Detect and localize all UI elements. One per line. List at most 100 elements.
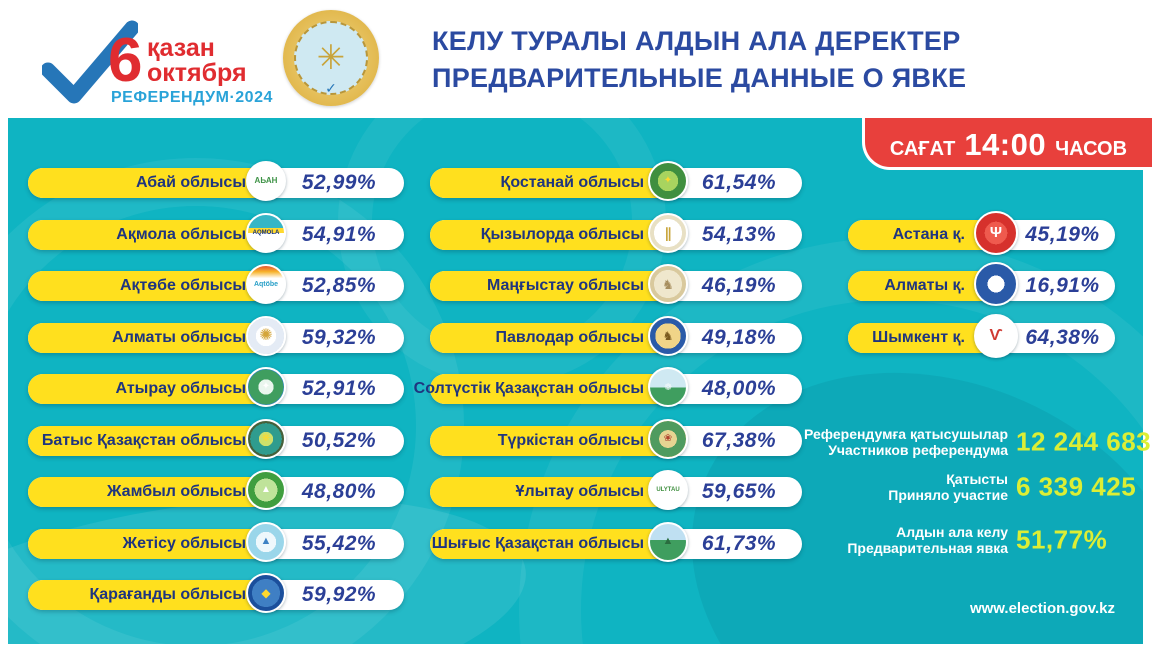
emblem-glyph: ♞ bbox=[662, 276, 674, 292]
emblem-glyph: ULYTAU bbox=[656, 487, 680, 493]
emblem-glyph: АЬАН bbox=[254, 176, 278, 185]
region-label: Абай облысы bbox=[135, 174, 246, 191]
region-pill bbox=[28, 322, 276, 353]
region-percent: 48,80% bbox=[301, 480, 377, 503]
stat-value: 51,77% bbox=[1016, 524, 1108, 555]
region-label: Астана қ. bbox=[892, 225, 965, 243]
region-emblem-icon: ▲ bbox=[246, 521, 286, 562]
header: 6 қазан октября РЕФЕРЕНДУМ·2024 ✳ ✓ КЕЛУ… bbox=[0, 0, 1152, 118]
region-emblem-icon: ❋ bbox=[246, 418, 286, 459]
time-badge-time: 14:00 bbox=[964, 127, 1047, 162]
region-row: Павлодар облысы ♞ 49,18% bbox=[430, 315, 802, 356]
region-label: Қызылорда облысы bbox=[480, 225, 644, 243]
region-emblem-icon: ∥ bbox=[648, 212, 688, 253]
region-row: Қостанай облысы ✦ 61,54% bbox=[430, 161, 802, 201]
region-percent: 49,18% bbox=[701, 325, 777, 349]
region-emblem-icon: AQMOLA bbox=[246, 212, 286, 253]
region-emblem-icon: Ѵ bbox=[974, 313, 1018, 358]
region-label: Алматы қ. bbox=[884, 277, 965, 294]
region-emblem-icon: Aqtöbe bbox=[246, 264, 286, 304]
region-percent: 59,65% bbox=[701, 480, 777, 503]
cec-check-icon: ✓ bbox=[325, 80, 337, 96]
logo-month-ru: октября bbox=[147, 59, 247, 87]
region-label: Батыс Қазақстан облысы bbox=[41, 431, 246, 449]
region-row: Батыс Қазақстан облысы ❋ 50,52% bbox=[28, 418, 404, 459]
stat-label-kk: Алдын ала келу bbox=[896, 523, 1008, 540]
stat-label: Референдумға қатысушылар Участников рефер… bbox=[804, 426, 1008, 458]
region-label: Маңғыстау облысы bbox=[486, 277, 644, 294]
region-row: Жамбыл облысы ▲ 48,80% bbox=[28, 470, 404, 510]
region-percent: 59,32% bbox=[301, 325, 377, 349]
emblem-glyph: ✺ bbox=[259, 326, 273, 344]
region-row: Түркістан облысы ❀ 67,38% bbox=[430, 418, 802, 459]
region-emblem-icon: АЬАН bbox=[246, 161, 286, 201]
emblem-glyph: AQMOLA bbox=[252, 229, 280, 236]
region-pill bbox=[430, 168, 676, 198]
emblem-glyph: Ψ bbox=[989, 224, 1003, 241]
region-pill bbox=[430, 271, 676, 301]
region-pill bbox=[28, 271, 276, 301]
region-emblem-icon: ❀ bbox=[648, 418, 688, 459]
region-pill bbox=[430, 477, 676, 507]
region-percent: 48,00% bbox=[701, 377, 777, 400]
region-emblem-icon: Ψ bbox=[974, 210, 1018, 255]
checkmark-icon bbox=[42, 20, 138, 104]
region-row: Ақтөбе облысы Aqtöbe 52,85% bbox=[28, 264, 404, 304]
stat-label-ru: Приняло участие bbox=[888, 487, 1008, 503]
emblem-glyph: ❀ bbox=[663, 432, 673, 444]
region-percent: 67,38% bbox=[701, 428, 777, 452]
region-percent: 59,92% bbox=[301, 583, 377, 606]
time-badge-suffix: ЧАСОВ bbox=[1055, 138, 1128, 160]
stat-value: 6 339 425 bbox=[1016, 471, 1137, 502]
cec-emblem-inner: ✳ ✓ bbox=[294, 21, 368, 95]
region-label: Солтүстік Қазақстан облысы bbox=[413, 380, 644, 397]
emblem-glyph: ∥ bbox=[664, 224, 672, 241]
region-label: Алматы облысы bbox=[112, 328, 246, 346]
region-percent: 64,38% bbox=[1025, 325, 1100, 349]
stat-row: Алдын ала келу Предварительная явка 51,77% bbox=[0, 522, 1152, 558]
region-pill bbox=[28, 374, 276, 404]
stat-label: Қатысты Приняло участие bbox=[888, 471, 1008, 503]
emblem-glyph: Aqtöbe bbox=[253, 280, 279, 288]
region-percent: 52,91% bbox=[301, 377, 377, 400]
region-percent: 61,54% bbox=[701, 171, 777, 194]
region-percent: 52,99% bbox=[301, 171, 377, 194]
region-emblem-icon: ♞ bbox=[648, 264, 688, 304]
region-emblem-icon: ◆ bbox=[246, 573, 286, 613]
region-row: Қарағанды облысы ◆ 59,92% bbox=[28, 573, 404, 613]
region-pill bbox=[430, 219, 676, 250]
region-row: Шығыс Қазақстан облысы ▲ 61,73% bbox=[430, 521, 802, 562]
region-percent: 54,13% bbox=[701, 222, 777, 246]
time-badge-prefix: САҒАТ bbox=[889, 138, 956, 160]
stat-label-ru: Предварительная явка bbox=[847, 540, 1008, 556]
region-emblem-icon: ❁ bbox=[648, 367, 688, 407]
region-pill bbox=[430, 425, 676, 456]
region-label: Шымкент қ. bbox=[872, 328, 965, 346]
emblem-glyph: ✦ bbox=[663, 175, 673, 186]
website-url: www.election.gov.kz bbox=[969, 600, 1115, 617]
region-emblem-icon: ▲ bbox=[246, 470, 286, 510]
region-pill bbox=[430, 528, 676, 559]
stat-row: Референдумға қатысушылар Участников рефер… bbox=[0, 424, 1152, 460]
emblem-glyph: ♞ bbox=[662, 328, 674, 343]
emblem-glyph: ❁ bbox=[664, 381, 672, 392]
region-label: Павлодар облысы bbox=[495, 328, 644, 346]
region-row: Ұлытау облысы ULYTAU 59,65% bbox=[430, 470, 802, 510]
page-title-ru: ПРЕДВАРИТЕЛЬНЫЕ ДАННЫЕ О ЯВКЕ bbox=[432, 63, 967, 93]
region-pill bbox=[28, 219, 276, 250]
region-emblem-icon: ▲ bbox=[648, 521, 688, 562]
stat-label-ru: Участников референдума bbox=[828, 442, 1008, 458]
region-pill bbox=[28, 477, 276, 507]
region-row: Алматы қ. ♈ 16,91% bbox=[848, 262, 1115, 306]
emblem-glyph: ▲ bbox=[261, 484, 271, 495]
logo-day: 6 bbox=[108, 26, 143, 95]
region-row: Шымкент қ. Ѵ 64,38% bbox=[848, 313, 1115, 358]
region-percent: 45,19% bbox=[1025, 222, 1100, 246]
emblem-glyph: ▲ bbox=[662, 535, 674, 547]
emblem-glyph: Ѵ bbox=[989, 326, 1003, 344]
region-row: Алматы облысы ✺ 59,32% bbox=[28, 315, 404, 356]
cec-emblem-icon: ✳ ✓ bbox=[283, 10, 379, 106]
region-label: Жетісу облысы bbox=[122, 534, 246, 552]
region-emblem-icon: ♈ bbox=[974, 262, 1018, 306]
